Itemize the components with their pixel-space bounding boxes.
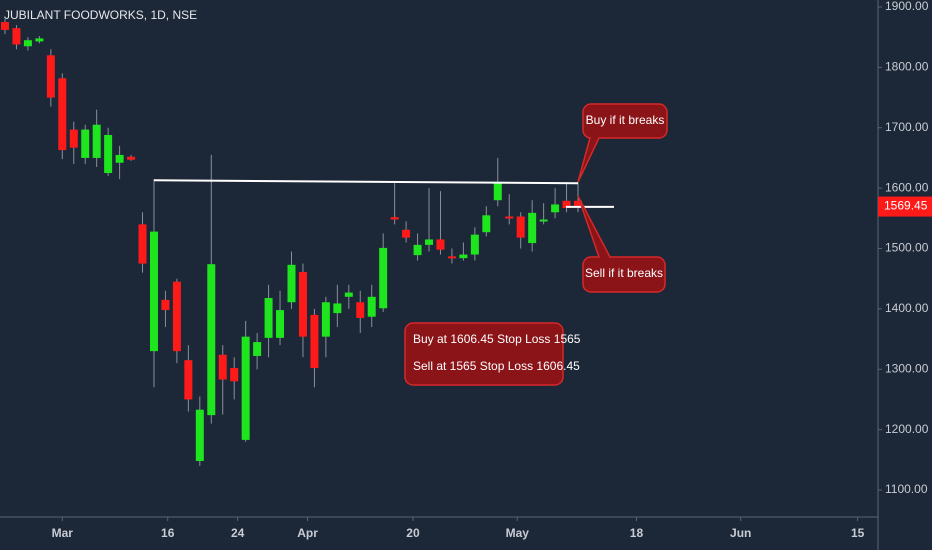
candle-body: [161, 299, 170, 311]
candle-body: [127, 156, 136, 160]
candle-body: [149, 231, 158, 352]
y-tick-label: 1100.00: [885, 482, 928, 496]
x-tick-label: Apr: [297, 526, 318, 540]
candle-body: [264, 298, 273, 338]
y-tick-label: 1500.00: [885, 241, 929, 255]
candle-body: [207, 264, 216, 416]
candle-body: [81, 129, 90, 158]
candle-body: [138, 224, 147, 264]
candle-body: [218, 354, 227, 380]
candle-body: [356, 302, 365, 318]
candle-body: [367, 296, 376, 317]
candle-body: [195, 409, 204, 462]
chart-title: JUBILANT FOODWORKS, 1D, NSE: [4, 8, 197, 22]
sell-callout: [577, 195, 666, 293]
price-label: 1569.45: [884, 199, 928, 213]
candle-body: [516, 216, 525, 238]
candle-body: [505, 216, 514, 219]
candle-body: [92, 124, 101, 158]
annotation: Sell if it breaks: [585, 266, 663, 280]
candle-body: [459, 254, 468, 259]
candle-body: [310, 314, 319, 369]
candle-body: [58, 78, 67, 151]
candle-body: [413, 244, 422, 256]
candle-body: [482, 215, 491, 233]
price-label-box: [878, 196, 932, 217]
candle-body: [562, 200, 571, 209]
y-tick-label: 1200.00: [885, 422, 929, 436]
candle-body: [298, 272, 307, 337]
candle-body: [470, 234, 479, 255]
candle-body: [241, 336, 250, 440]
candle-body: [551, 204, 560, 213]
candle-body: [46, 55, 55, 98]
candle-body: [276, 310, 285, 338]
candle-body: [104, 134, 113, 174]
candle-body: [574, 200, 582, 207]
y-tick-label: 1900.00: [885, 0, 929, 13]
candle-body: [69, 129, 78, 148]
candle-body: [230, 368, 239, 382]
candle-body: [172, 281, 181, 352]
candle-body: [390, 217, 399, 220]
annotation: Sell at 1565 Stop Loss 1606.45: [413, 359, 580, 373]
candle-body: [379, 247, 388, 309]
candle-body: [436, 239, 445, 250]
x-tick-label: 24: [231, 526, 245, 540]
candle-body: [493, 182, 502, 201]
note-box: [404, 322, 564, 386]
candle-body: [115, 154, 124, 163]
candle-body: [35, 38, 44, 42]
y-tick-label: 1700.00: [885, 120, 929, 134]
annotation: Buy at 1606.45 Stop Loss 1565: [413, 332, 581, 346]
x-tick-label: May: [506, 526, 530, 540]
candle-body: [253, 342, 262, 356]
candle-body: [539, 219, 548, 222]
candle-body: [184, 360, 193, 400]
annotation: Buy if it breaks: [586, 113, 665, 127]
x-tick-label: 16: [161, 526, 175, 540]
buy-callout: [577, 103, 668, 183]
candle-body: [402, 229, 411, 238]
candle-body: [425, 239, 434, 245]
y-tick-label: 1400.00: [885, 301, 929, 315]
candle-body: [333, 303, 342, 314]
y-tick-label: 1800.00: [885, 60, 929, 74]
candle-body: [12, 28, 21, 45]
y-tick-label: 1300.00: [885, 361, 929, 375]
candle-body: [287, 264, 296, 303]
x-tick-label: 18: [630, 526, 644, 540]
candle-body: [528, 212, 537, 244]
trend-line: [153, 179, 579, 185]
y-tick-label: 1600.00: [885, 180, 929, 194]
x-tick-label: Jun: [730, 526, 751, 540]
candle-body: [321, 302, 330, 337]
candle-body: [344, 292, 353, 297]
x-tick-label: 15: [851, 526, 865, 540]
candle-body: [447, 256, 456, 259]
candle-body: [1, 22, 9, 30]
candle-body: [23, 40, 32, 47]
x-tick-label: 20: [406, 526, 420, 540]
x-tick-label: Mar: [52, 526, 74, 540]
